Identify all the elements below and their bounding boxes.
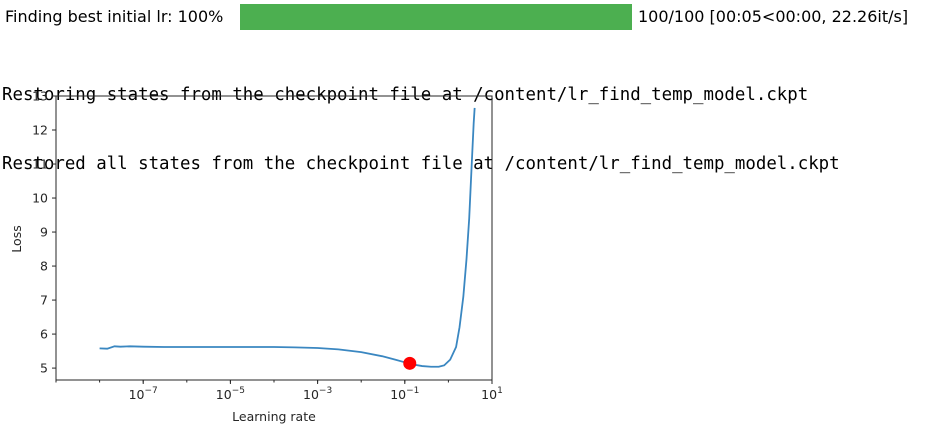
- y-tick-label: 11: [32, 157, 48, 172]
- log-line: Restoring states from the checkpoint fil…: [2, 85, 809, 105]
- progress-label: Finding best initial lr: 100%: [5, 7, 224, 26]
- y-axis-label: Loss: [9, 225, 24, 252]
- x-tick-label: 101: [481, 386, 503, 402]
- y-tick-label: 6: [40, 327, 48, 342]
- plot-frame: [55, 95, 493, 381]
- y-tick-label: 12: [32, 123, 48, 138]
- y-tick-label: 7: [40, 293, 48, 308]
- y-tick-label: 10: [32, 191, 48, 206]
- suggested-lr-marker: [403, 356, 417, 370]
- loss-curve: [99, 107, 476, 368]
- x-axis: 10−7 10−5 10−3 10−1 101: [55, 380, 503, 402]
- log-line: Restored all states from the checkpoint …: [2, 154, 840, 174]
- y-axis: 5 6 7 8 9 10 11 12 13: [32, 89, 56, 376]
- x-axis-label: Learning rate: [232, 409, 316, 424]
- x-tick-label: 10−7: [129, 386, 158, 402]
- progress-fill: [240, 4, 632, 30]
- y-tick-label: 5: [40, 361, 48, 376]
- lr-finder-chart: 5 6 7 8 9 10 11 12 13 10−7 10−5 10−3 10−1 101 Loss L…: [9, 89, 503, 425]
- y-tick-label: 13: [32, 89, 48, 104]
- x-tick-label: 10−3: [303, 386, 332, 402]
- progress-track: [240, 4, 632, 30]
- progress-bar-widget: Finding best initial lr: 100% 100/100 [0…: [0, 0, 925, 34]
- y-tick-label: 9: [40, 225, 48, 240]
- x-tick-label: 10−1: [390, 386, 419, 402]
- progress-stats: 100/100 [00:05<00:00, 22.26it/s]: [638, 7, 909, 26]
- x-tick-label: 10−5: [216, 386, 245, 402]
- log-output: Restoring states from the checkpoint fil…: [2, 38, 840, 199]
- y-tick-label: 8: [40, 259, 48, 274]
